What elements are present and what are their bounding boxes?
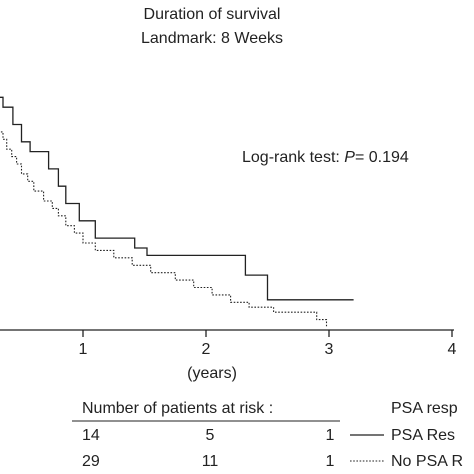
- survival-curve-no-psa-response: [0, 131, 328, 327]
- risk-count: 1: [326, 453, 335, 470]
- risk-count: 29: [82, 453, 100, 470]
- logrank-p-value: = 0.194: [355, 149, 409, 166]
- risk-table-rows: 14 5 129 11 1: [82, 427, 335, 470]
- logrank-p-symbol: P: [344, 149, 355, 166]
- survival-curve-psa-response: [0, 96, 354, 301]
- legend-heading: PSA resp: [391, 400, 458, 417]
- legend-entry-label: PSA Res: [391, 427, 455, 444]
- risk-count: 5: [206, 427, 215, 444]
- x-tick-label: 3: [325, 341, 334, 358]
- chart-title: Duration of survival: [144, 6, 281, 23]
- risk-count: 14: [82, 427, 100, 444]
- legend: PSA Res No PSA R: [350, 427, 463, 470]
- x-tick-label: 2: [202, 341, 211, 358]
- chart-subtitle: Landmark: 8 Weeks: [141, 30, 283, 47]
- risk-count: 1: [326, 427, 335, 444]
- x-axis-ticks: 1 2 3 4: [79, 330, 457, 358]
- survival-curves: [0, 96, 354, 327]
- logrank-prefix: Log-rank test:: [242, 149, 344, 166]
- risk-table-heading: Number of patients at risk :: [82, 400, 273, 417]
- risk-count: 11: [202, 453, 219, 470]
- x-tick-label: 4: [448, 341, 457, 358]
- legend-entry-label: No PSA R: [391, 453, 463, 470]
- x-axis-label: (years): [187, 365, 237, 382]
- x-tick-label: 1: [79, 341, 88, 358]
- logrank-annotation: Log-rank test: P= 0.194: [242, 149, 409, 166]
